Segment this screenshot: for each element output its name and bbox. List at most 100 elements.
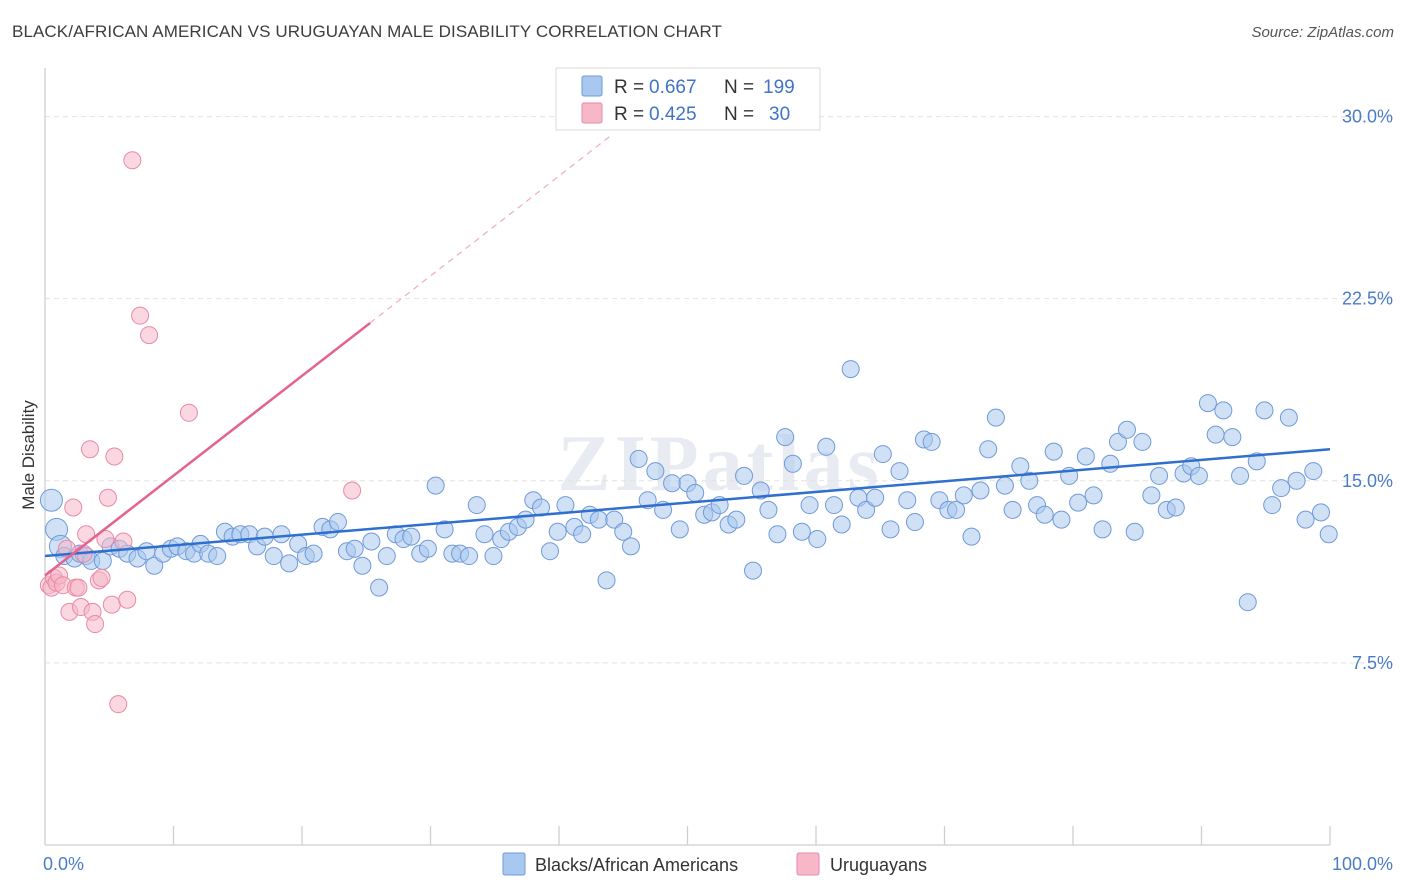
point-blacks-22 — [208, 547, 227, 566]
point-blacks-56 — [484, 547, 503, 566]
point-blacks-30 — [272, 525, 291, 544]
point-uruguayans-16 — [86, 615, 105, 634]
point-blacks-151 — [1255, 401, 1274, 420]
point-blacks-87 — [735, 466, 754, 485]
point-blacks-132 — [1101, 454, 1120, 473]
point-blacks-97 — [817, 437, 836, 456]
point-blacks-88 — [744, 561, 763, 580]
point-blacks-110 — [922, 432, 941, 451]
legend-label-uruguayans: Uruguayans — [830, 855, 927, 875]
point-uruguayans-10 — [69, 578, 88, 597]
legend-swatch-uruguayans — [796, 852, 820, 876]
legend-n-value-2: 30 — [769, 104, 790, 125]
point-blacks-90 — [759, 500, 778, 519]
point-blacks-103 — [866, 488, 885, 507]
point-blacks-54 — [467, 496, 486, 515]
legend-n-label-2: N = — [724, 104, 754, 125]
legend-n-value-1: 199 — [763, 77, 795, 98]
point-blacks-108 — [905, 513, 924, 532]
point-blacks-46 — [402, 527, 421, 546]
point-blacks-79 — [670, 520, 689, 539]
point-uruguayans-26 — [123, 151, 142, 170]
point-blacks-119 — [995, 476, 1014, 495]
point-blacks-159 — [1319, 525, 1338, 544]
point-blacks-40 — [353, 556, 372, 575]
point-blacks-116 — [971, 481, 990, 500]
point-blacks-143 — [1189, 466, 1208, 485]
x-tick-label-1: 100.0% — [1332, 854, 1393, 874]
point-blacks-71 — [605, 510, 624, 529]
point-uruguayans-20 — [98, 488, 117, 507]
point-uruguayans-30 — [343, 481, 362, 500]
point-blacks-122 — [1020, 471, 1039, 490]
point-uruguayans-25 — [118, 590, 137, 609]
point-blacks-41 — [362, 532, 381, 551]
point-blacks-147 — [1223, 428, 1242, 447]
point-uruguayans-28 — [140, 326, 159, 345]
point-uruguayans-24 — [114, 532, 133, 551]
point-blacks-99 — [832, 515, 851, 534]
point-blacks-55 — [475, 525, 494, 544]
point-uruguayans-14 — [80, 440, 99, 459]
point-blacks-152 — [1263, 496, 1282, 515]
point-blacks-29 — [264, 547, 283, 566]
point-blacks-156 — [1296, 510, 1315, 529]
point-blacks-149 — [1238, 593, 1257, 612]
point-blacks-89 — [751, 481, 770, 500]
series-legend: Blacks/African Americans Uruguayans — [502, 852, 927, 876]
point-blacks-146 — [1214, 401, 1233, 420]
point-blacks-81 — [686, 483, 705, 502]
point-blacks-129 — [1076, 447, 1095, 466]
point-blacks-60 — [516, 510, 535, 529]
point-blacks-94 — [792, 522, 811, 541]
y-axis-label: Male Disability — [19, 400, 38, 510]
point-uruguayans-23 — [109, 695, 128, 714]
point-blacks-124 — [1035, 505, 1054, 524]
point-blacks-14 — [145, 556, 164, 575]
point-blacks-140 — [1166, 498, 1185, 517]
point-blacks-73 — [621, 537, 640, 556]
trend-line-1 — [44, 321, 371, 577]
legend-label-blacks: Blacks/African Americans — [535, 855, 738, 875]
point-blacks-131 — [1093, 520, 1112, 539]
point-blacks-106 — [890, 462, 909, 481]
point-blacks-145 — [1206, 425, 1225, 444]
point-blacks-98 — [824, 496, 843, 515]
point-uruguayans-8 — [64, 498, 83, 517]
point-blacks-135 — [1125, 522, 1144, 541]
point-blacks-153 — [1272, 479, 1291, 498]
point-blacks-107 — [898, 491, 917, 510]
trend-line-0 — [44, 447, 1331, 558]
point-blacks-134 — [1117, 420, 1136, 439]
point-blacks-157 — [1304, 462, 1323, 481]
point-blacks-93 — [783, 454, 802, 473]
point-blacks-150 — [1247, 452, 1266, 471]
trend-extension-1 — [369, 135, 611, 324]
y-tick-label-1: 15.0% — [1342, 471, 1393, 491]
data-points — [39, 151, 1338, 714]
point-blacks-138 — [1150, 466, 1169, 485]
legend-swatch-blacks — [502, 852, 526, 876]
point-uruguayans-21 — [102, 595, 121, 614]
point-blacks-128 — [1069, 493, 1088, 512]
y-tick-label-0: 7.5% — [1352, 653, 1393, 673]
gridlines — [45, 116, 1395, 664]
point-blacks-118 — [986, 408, 1005, 427]
point-blacks-158 — [1312, 503, 1331, 522]
point-blacks-67 — [573, 525, 592, 544]
point-blacks-154 — [1279, 408, 1298, 427]
point-blacks-43 — [377, 547, 396, 566]
stats-legend: R = 0.667 N = 199 R = 0.425 N = 30 — [555, 67, 821, 131]
legend-swatch-pink — [581, 102, 603, 124]
point-uruguayans-19 — [96, 530, 115, 549]
legend-r-label-2: R = — [614, 104, 644, 125]
point-blacks-148 — [1231, 466, 1250, 485]
point-blacks-95 — [800, 496, 819, 515]
legend-r-value-1: 0.667 — [649, 77, 697, 98]
point-uruguayans-18 — [92, 568, 111, 587]
point-blacks-102 — [857, 500, 876, 519]
point-blacks-104 — [873, 445, 892, 464]
point-blacks-48 — [418, 539, 437, 558]
x-axis-ticks — [172, 826, 1331, 845]
